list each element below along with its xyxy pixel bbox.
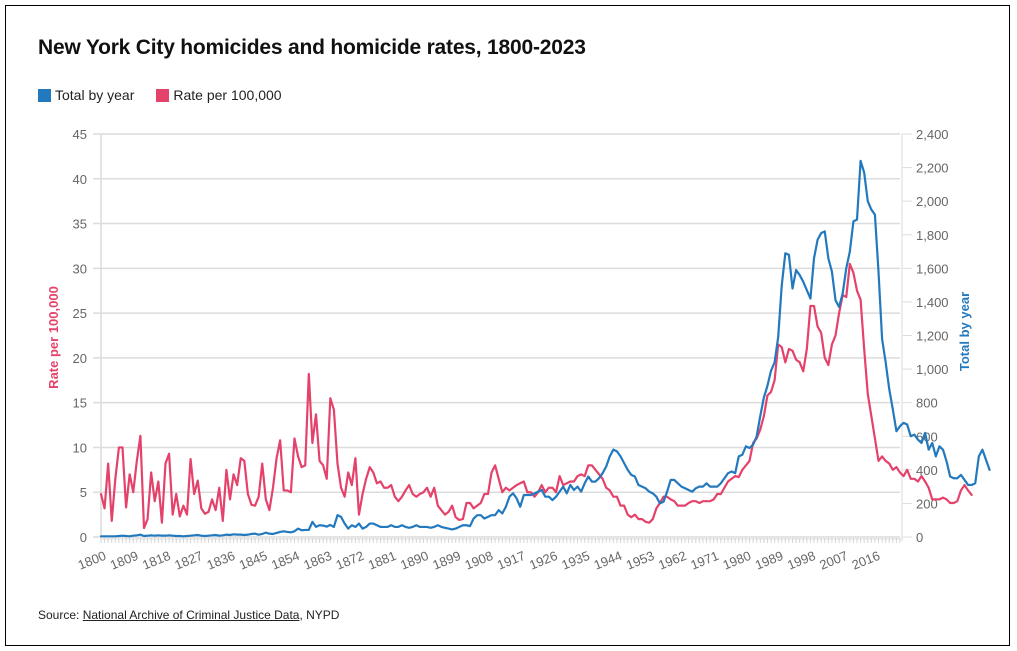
y-left-tick-label: 0: [80, 530, 87, 545]
x-tick-label: 1953: [624, 548, 656, 573]
y-left-tick-label: 5: [80, 485, 87, 500]
x-tick-label: 1800: [76, 548, 108, 573]
x-tick-label: 1836: [205, 548, 237, 573]
x-tick-label: 1926: [527, 548, 559, 573]
x-tick-label: 1980: [721, 548, 753, 573]
series-line-rate: [99, 262, 973, 530]
legend: Total by year Rate per 100,000: [38, 87, 304, 103]
x-tick-label: 1845: [237, 548, 269, 573]
source-suffix: , NYPD: [299, 608, 340, 622]
y-right-axis-title: Total by year: [957, 292, 972, 371]
y-right-tick-label: 1,800: [916, 228, 949, 243]
y-left-tick-label: 25: [73, 306, 87, 321]
series-line-total: [99, 159, 991, 538]
x-tick-label: 1890: [398, 548, 430, 573]
y-right-tick-label: 1,400: [916, 295, 949, 310]
source-prefix: Source:: [38, 608, 83, 622]
x-tick-label: 1998: [785, 548, 817, 573]
legend-label-rate: Rate per 100,000: [173, 87, 282, 103]
x-tick-label: 1872: [334, 548, 366, 573]
x-tick-label: 1809: [108, 548, 140, 573]
x-tick-label: 1917: [495, 548, 527, 573]
x-tick-label: 1935: [559, 548, 591, 573]
legend-swatch-rate: [156, 88, 170, 102]
source-link[interactable]: National Archive of Criminal Justice Dat…: [82, 608, 300, 622]
y-right-tick-label: 2,200: [916, 161, 949, 176]
y-right-tick-label: 1,000: [916, 362, 949, 377]
legend-item-rate[interactable]: Rate per 100,000: [156, 87, 282, 103]
legend-swatch-total: [38, 88, 51, 102]
x-tick-label: 1854: [269, 548, 301, 573]
y-left-tick-label: 35: [73, 217, 87, 232]
x-tick-label: 2016: [850, 548, 882, 573]
legend-item-total[interactable]: Total by year: [38, 87, 134, 103]
y-right-tick-label: 1,600: [916, 261, 949, 276]
x-tick-label: 1881: [366, 548, 398, 573]
y-right-tick-label: 800: [916, 396, 938, 411]
x-tick-label: 1863: [301, 548, 333, 573]
y-left-tick-label: 20: [73, 351, 87, 366]
y-left-axis-title: Rate per 100,000: [46, 286, 61, 389]
legend-label-total: Total by year: [55, 87, 135, 103]
y-left-tick-label: 15: [73, 396, 87, 411]
y-right-tick-label: 2,400: [916, 127, 949, 142]
y-right-tick-label: 400: [916, 463, 938, 478]
y-left-tick-label: 30: [73, 261, 87, 276]
y-right-tick-label: 1,200: [916, 329, 949, 344]
x-tick-label: 1899: [430, 548, 462, 573]
x-tick-label: 1989: [753, 548, 785, 573]
x-tick-label: 1818: [140, 548, 172, 573]
y-left-tick-label: 45: [73, 127, 87, 142]
y-left-tick-label: 10: [73, 440, 87, 455]
x-tick-label: 2007: [817, 548, 849, 573]
x-tick-label: 1944: [592, 548, 624, 573]
x-tick-label: 1827: [172, 548, 204, 573]
y-left-tick-label: 40: [73, 172, 87, 187]
chart-title: New York City homicides and homicide rat…: [38, 36, 586, 59]
y-right-tick-label: 0: [916, 530, 923, 545]
x-tick-label: 1908: [463, 548, 495, 573]
x-tick-label: 1962: [656, 548, 688, 573]
source-note: Source: National Archive of Criminal Jus…: [38, 608, 339, 622]
x-tick-label: 1971: [688, 548, 720, 573]
y-right-tick-label: 2,000: [916, 194, 949, 209]
